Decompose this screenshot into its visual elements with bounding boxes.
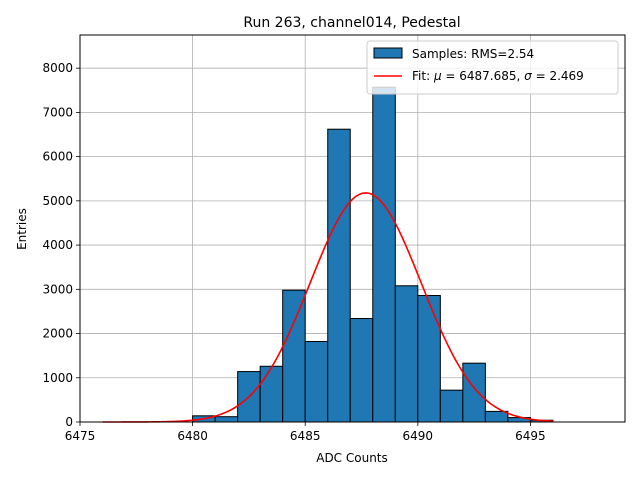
- histogram-bar: [462, 362, 486, 423]
- legend-fit-text-segment: Fit:: [412, 69, 434, 83]
- legend-fit-text-segment: = 2.469: [532, 69, 584, 83]
- fit-curve: [102, 192, 553, 423]
- chart-title: Run 263, channel014, Pedestal: [243, 15, 460, 31]
- histogram-bar: [304, 341, 329, 423]
- x-tick-label: 6485: [290, 429, 321, 443]
- legend: Samples: RMS=2.54 Fit: μ = 6487.685, σ =…: [366, 40, 619, 95]
- legend-histogram-swatch: [373, 47, 403, 59]
- legend-fit-symbol: μ: [433, 69, 442, 83]
- histogram-bar: [372, 86, 396, 423]
- x-axis-label: ADC Counts: [316, 451, 388, 465]
- x-tick-label: 6480: [177, 429, 208, 443]
- x-axis-ticks: 6475 6480 6485 6490 6495: [65, 422, 546, 443]
- histogram-bar: [417, 295, 441, 423]
- histogram-bars: [192, 86, 554, 423]
- y-axis-ticks: 0 1000 2000 3000 4000 5000 6000 7000 8000: [42, 61, 80, 429]
- legend-histogram-label: Samples: RMS=2.54: [412, 47, 534, 61]
- legend-box: [366, 40, 619, 95]
- y-tick-label: 3000: [42, 282, 73, 296]
- histogram-bar: [439, 389, 464, 423]
- x-tick-label: 6495: [515, 429, 546, 443]
- legend-fit-symbol: σ: [524, 69, 532, 83]
- histogram-bar: [327, 128, 351, 423]
- plot-frame: [79, 34, 626, 423]
- histogram-bar: [394, 285, 419, 423]
- y-tick-label: 1000: [42, 371, 73, 385]
- y-axis-label: Entries: [15, 208, 29, 250]
- histogram-bar: [349, 318, 374, 423]
- y-tick-label: 0: [65, 415, 73, 429]
- histogram-bar: [282, 289, 306, 423]
- y-tick-label: 7000: [42, 105, 73, 119]
- y-tick-label: 8000: [42, 61, 73, 75]
- histogram-bar: [214, 416, 239, 423]
- histogram-bar: [259, 365, 284, 423]
- legend-fit-text-segment: = 6487.685,: [442, 69, 525, 83]
- y-tick-label: 2000: [42, 327, 73, 341]
- legend-fit-label: Fit: μ = 6487.685, σ = 2.469: [412, 69, 584, 83]
- y-tick-label: 5000: [42, 194, 73, 208]
- x-tick-label: 6475: [65, 429, 96, 443]
- y-tick-label: 4000: [42, 238, 73, 252]
- y-tick-label: 6000: [42, 150, 73, 164]
- histogram-bar: [484, 410, 509, 423]
- x-tick-label: 6490: [403, 429, 434, 443]
